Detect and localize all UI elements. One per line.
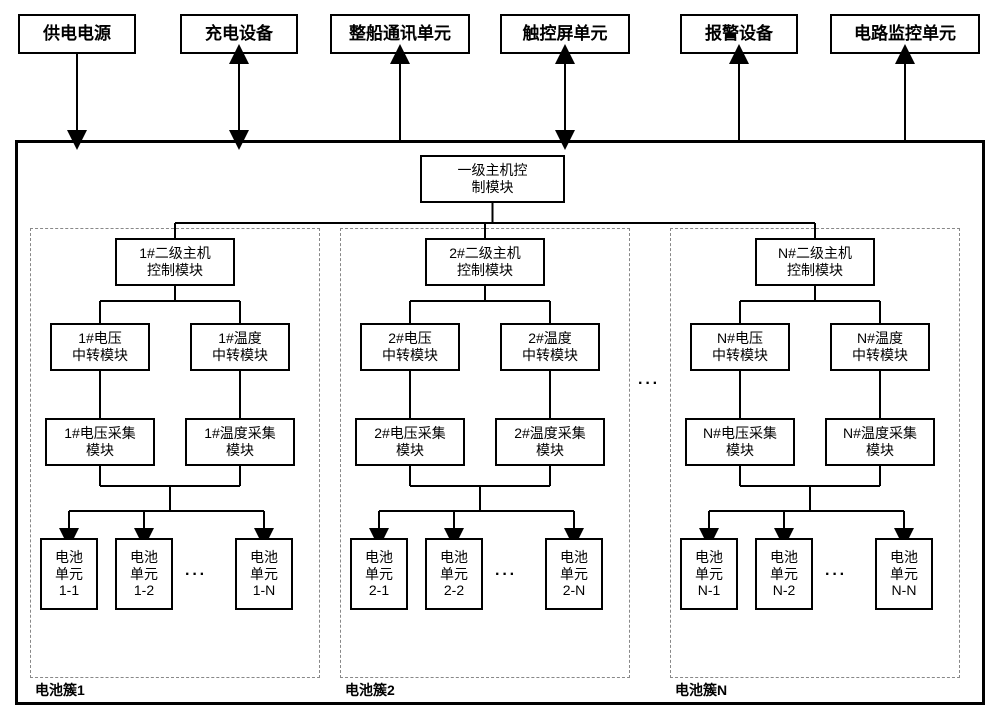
cluster-label-N: 电池簇N [675, 680, 727, 700]
temp-collect-N: N#温度采集模块 [825, 418, 935, 466]
cell-2-2: 电池单元2-2 [425, 538, 483, 610]
cluster-ellipsis: ··· [638, 375, 660, 393]
temp-relay-N: N#温度中转模块 [830, 323, 930, 371]
top-box-3: 触控屏单元 [500, 14, 630, 54]
l2-module-N: N#二级主机控制模块 [755, 238, 875, 286]
volt-collect-1: 1#电压采集模块 [45, 418, 155, 466]
temp-collect-2: 2#温度采集模块 [495, 418, 605, 466]
cluster-label-1: 电池簇1 [35, 680, 85, 700]
cell-N-N: 电池单元N-N [875, 538, 933, 610]
top-box-4: 报警设备 [680, 14, 798, 54]
cell-1-2: 电池单元1-2 [115, 538, 173, 610]
cell-1-N: 电池单元1-N [235, 538, 293, 610]
volt-relay-N: N#电压中转模块 [690, 323, 790, 371]
volt-relay-2: 2#电压中转模块 [360, 323, 460, 371]
cluster-label-2: 电池簇2 [345, 680, 395, 700]
cell-N-2: 电池单元N-2 [755, 538, 813, 610]
l2-module-2: 2#二级主机控制模块 [425, 238, 545, 286]
top-box-5: 电路监控单元 [830, 14, 980, 54]
top-box-0: 供电电源 [18, 14, 136, 54]
cell-ellipsis-1: ··· [185, 566, 207, 584]
cell-1-1: 电池单元1-1 [40, 538, 98, 610]
cell-ellipsis-2: ··· [495, 566, 517, 584]
l2-module-1: 1#二级主机控制模块 [115, 238, 235, 286]
temp-relay-2: 2#温度中转模块 [500, 323, 600, 371]
cell-2-N: 电池单元2-N [545, 538, 603, 610]
volt-collect-2: 2#电压采集模块 [355, 418, 465, 466]
top-box-2: 整船通讯单元 [330, 14, 470, 54]
temp-relay-1: 1#温度中转模块 [190, 323, 290, 371]
cell-ellipsis-N: ··· [825, 566, 847, 584]
top-box-1: 充电设备 [180, 14, 298, 54]
volt-collect-N: N#电压采集模块 [685, 418, 795, 466]
cell-2-1: 电池单元2-1 [350, 538, 408, 610]
temp-collect-1: 1#温度采集模块 [185, 418, 295, 466]
cell-N-1: 电池单元N-1 [680, 538, 738, 610]
volt-relay-1: 1#电压中转模块 [50, 323, 150, 371]
